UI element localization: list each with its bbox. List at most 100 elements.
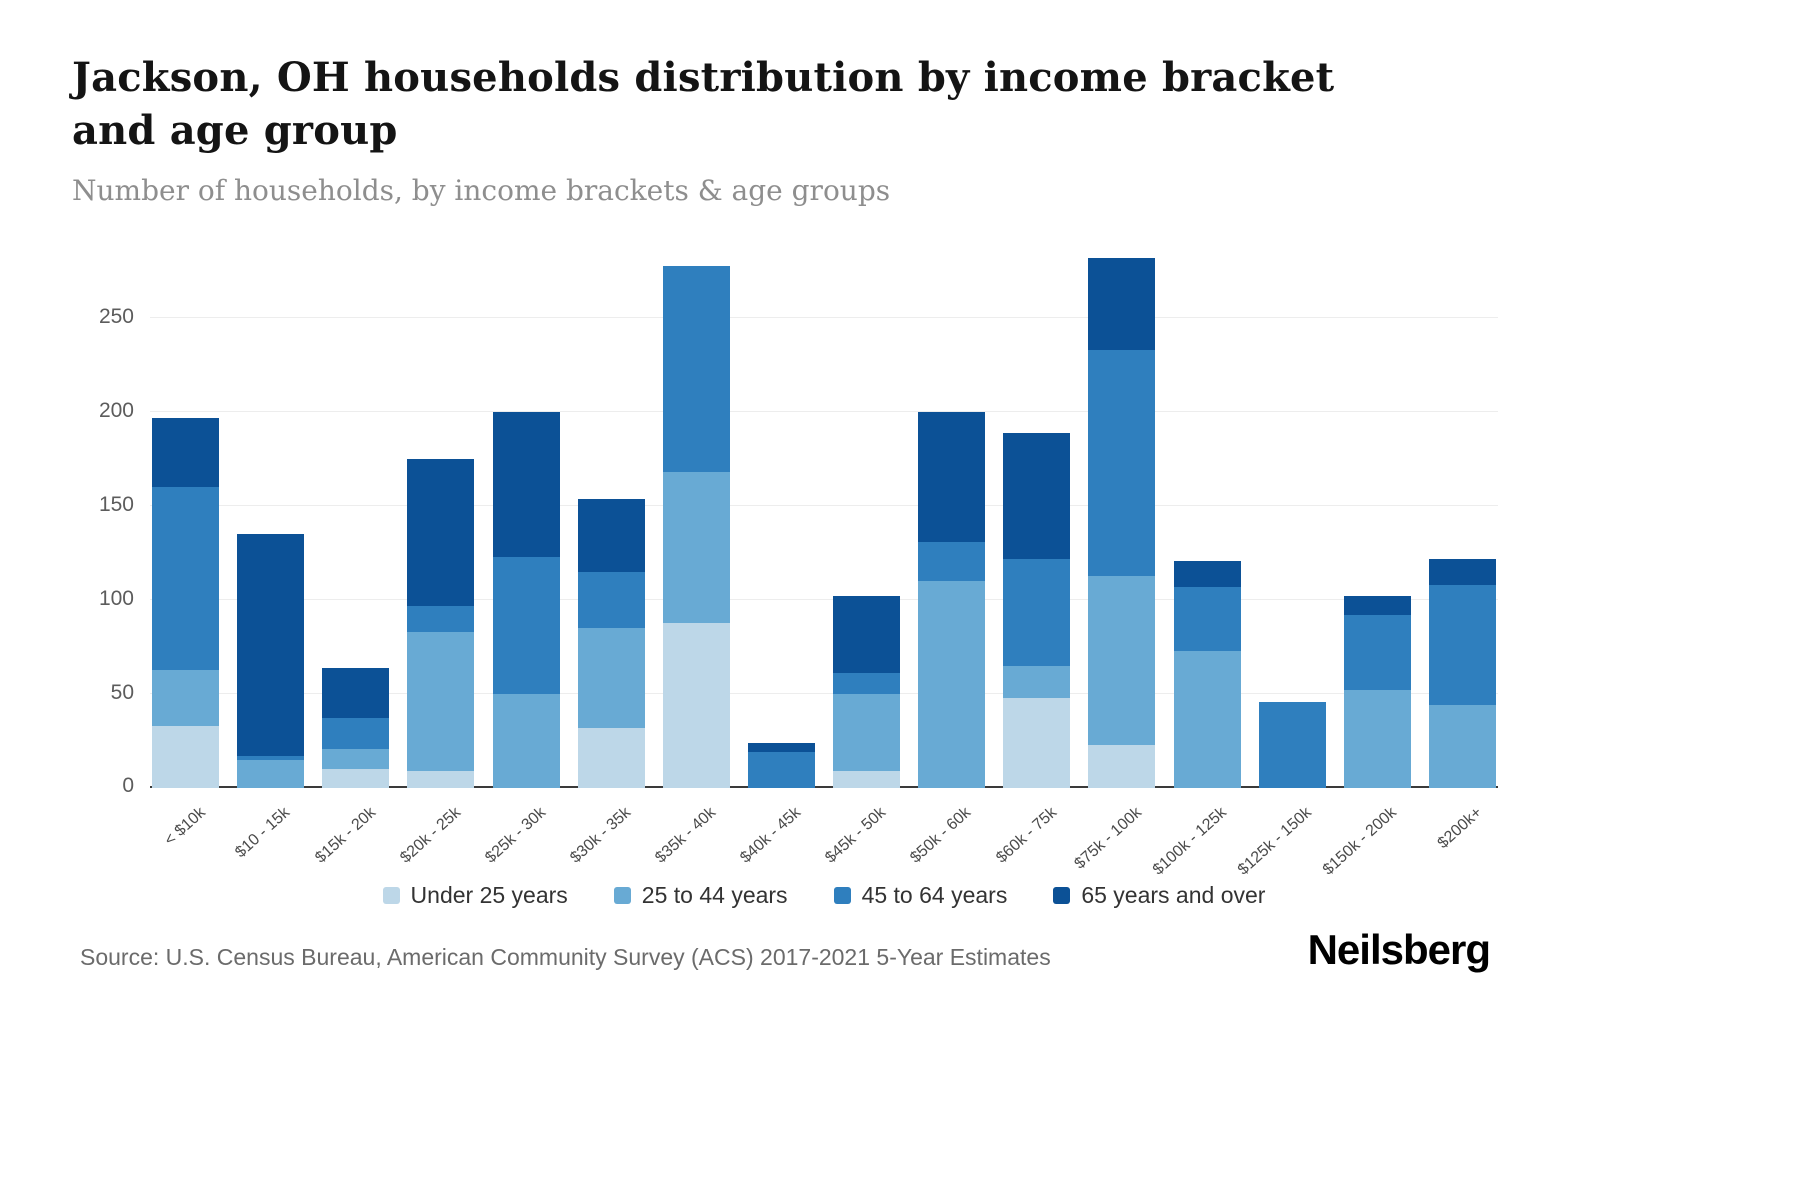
bar-segment[interactable] xyxy=(662,265,730,473)
bar-segment[interactable] xyxy=(747,742,815,753)
y-tick-label: 100 xyxy=(98,587,134,611)
x-axis-label: $200k+ xyxy=(1434,804,1486,853)
bar-segment[interactable] xyxy=(492,412,560,557)
legend-item-under-25-years[interactable]: Under 25 years xyxy=(382,882,568,909)
x-axis-slot: $60k - 75k xyxy=(993,792,1070,887)
legend-label: 65 years and over xyxy=(1081,882,1266,908)
bar-segment[interactable] xyxy=(1173,650,1241,788)
bar-30k-35k[interactable] xyxy=(577,498,645,788)
x-axis-label: $45k - 50k xyxy=(822,804,890,867)
brand-logo: Neilsberg xyxy=(1307,926,1491,973)
bar-segment[interactable] xyxy=(1343,596,1411,616)
bar-40k-45k[interactable] xyxy=(747,742,815,788)
bar-segment[interactable] xyxy=(322,718,390,749)
bar-75k-100k[interactable] xyxy=(1088,258,1156,788)
bar-50k-60k[interactable] xyxy=(918,412,986,788)
bar-segment[interactable] xyxy=(918,412,986,542)
bar-15k-20k[interactable] xyxy=(322,667,390,788)
bar-segment[interactable] xyxy=(1003,697,1071,788)
gridline: 100 xyxy=(99,587,1498,610)
bar-segment[interactable] xyxy=(152,417,219,488)
bar-segment[interactable] xyxy=(1173,560,1241,587)
bar-200k[interactable] xyxy=(1428,558,1496,788)
y-tick-label: 150 xyxy=(98,493,134,517)
bar-segment[interactable] xyxy=(152,487,219,670)
bar-segment[interactable] xyxy=(1088,350,1156,576)
bar-25k-30k[interactable] xyxy=(492,412,560,788)
bar-segment[interactable] xyxy=(662,472,730,623)
bar-segment[interactable] xyxy=(407,632,475,772)
bar-125k-150k[interactable] xyxy=(1258,701,1326,788)
bar-segment[interactable] xyxy=(492,694,560,788)
bar-segment[interactable] xyxy=(492,556,560,695)
x-axis-slot: $35k - 40k xyxy=(652,792,730,887)
bar-segment[interactable] xyxy=(1088,575,1156,745)
bar-segment[interactable] xyxy=(1003,558,1071,666)
bar-150k-200k[interactable] xyxy=(1343,596,1411,788)
legend-item-25-to-44-years[interactable]: 25 to 44 years xyxy=(613,882,788,909)
bar-segment[interactable] xyxy=(833,694,900,772)
bar-segment[interactable] xyxy=(407,605,475,633)
x-axis-slot: < $10k xyxy=(152,792,219,887)
bar-segment[interactable] xyxy=(322,748,390,770)
bar-20k-25k[interactable] xyxy=(407,459,475,788)
gridline: 250 xyxy=(99,305,1498,328)
x-axis-label: $125k - 150k xyxy=(1234,804,1316,879)
plot-area xyxy=(150,243,1498,788)
bar-segment[interactable] xyxy=(322,769,390,788)
bar-segment[interactable] xyxy=(577,498,645,572)
bar-segment[interactable] xyxy=(237,756,305,760)
x-axis-label: $150k - 200k xyxy=(1319,804,1401,879)
bar-10k[interactable] xyxy=(152,417,219,788)
bar-10-15k[interactable] xyxy=(237,534,305,788)
bar-segment[interactable] xyxy=(237,534,305,757)
bar-segment[interactable] xyxy=(1088,258,1156,351)
x-axis-label: $75k - 100k xyxy=(1071,804,1145,873)
x-axis-label: $20k - 25k xyxy=(396,804,464,867)
legend-swatch xyxy=(833,887,851,904)
bar-segment[interactable] xyxy=(1258,701,1326,788)
bar-segment[interactable] xyxy=(662,622,730,788)
bar-segment[interactable] xyxy=(1343,690,1411,788)
x-axis-slot: $30k - 35k xyxy=(567,792,645,887)
bar-segment[interactable] xyxy=(1428,705,1496,788)
source-note: Source: U.S. Census Bureau, American Com… xyxy=(80,944,1051,970)
bar-segment[interactable] xyxy=(577,571,645,629)
page-title: Jackson, OH households distribution by i… xyxy=(72,54,1335,154)
bar-segment[interactable] xyxy=(407,459,475,606)
bar-35k-40k[interactable] xyxy=(662,265,730,788)
x-axis-label: $100k - 125k xyxy=(1149,804,1230,879)
bar-segment[interactable] xyxy=(407,771,475,788)
legend-item-45-to-64-years[interactable]: 45 to 64 years xyxy=(833,882,1007,909)
gridline: 200 xyxy=(99,399,1498,422)
bar-segment[interactable] xyxy=(833,673,900,695)
bar-60k-75k[interactable] xyxy=(1003,432,1071,788)
bar-segment[interactable] xyxy=(833,771,900,788)
bar-segment[interactable] xyxy=(747,752,815,788)
x-axis-baseline: 0 xyxy=(122,774,1498,797)
bar-segment[interactable] xyxy=(833,596,900,674)
bar-segment[interactable] xyxy=(152,725,219,788)
legend-label: Under 25 years xyxy=(410,882,568,908)
bar-segment[interactable] xyxy=(918,541,986,582)
bar-100k-125k[interactable] xyxy=(1173,560,1241,788)
gridline: 150 xyxy=(99,493,1498,516)
bar-segment[interactable] xyxy=(1173,586,1241,651)
bar-segment[interactable] xyxy=(577,727,645,788)
x-axis-label: $40k - 45k xyxy=(737,804,805,867)
bar-segment[interactable] xyxy=(1003,432,1071,559)
bar-segment[interactable] xyxy=(1428,558,1496,586)
bar-45k-50k[interactable] xyxy=(833,596,900,788)
gridline: 50 xyxy=(111,681,1498,704)
bar-segment[interactable] xyxy=(322,667,390,719)
bar-segment[interactable] xyxy=(152,669,219,726)
bar-segment[interactable] xyxy=(1003,665,1071,698)
bar-segment[interactable] xyxy=(918,581,986,788)
bar-segment[interactable] xyxy=(577,628,645,728)
legend-item-65-years-and-over[interactable]: 65 years and over xyxy=(1053,882,1265,909)
bar-segment[interactable] xyxy=(1343,615,1411,691)
bar-segment[interactable] xyxy=(237,759,305,788)
bar-segment[interactable] xyxy=(1428,585,1496,706)
bar-segment[interactable] xyxy=(1088,744,1156,788)
x-axis-slot: $10 - 15k xyxy=(233,792,304,887)
